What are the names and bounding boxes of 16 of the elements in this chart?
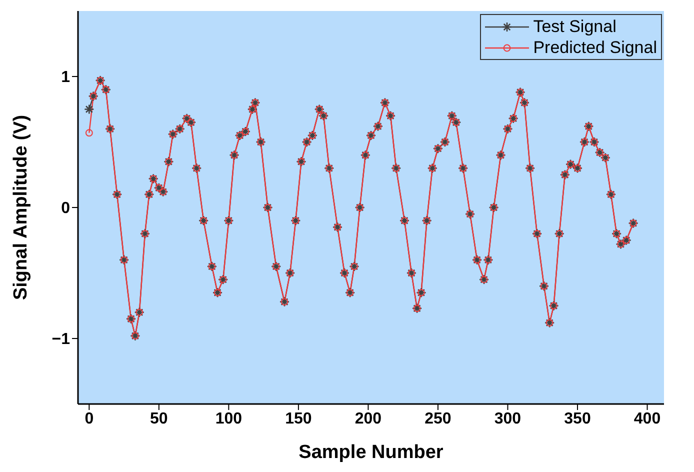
x-tick-label: 0 <box>84 410 94 428</box>
x-tick-label: 400 <box>634 410 661 428</box>
x-tick-label: 250 <box>424 410 452 428</box>
x-tick-label: 350 <box>564 410 591 428</box>
x-axis-title: Sample Number <box>298 442 444 463</box>
x-tick-label: 300 <box>494 410 522 428</box>
x-tick-label: 150 <box>285 410 312 428</box>
x-tick-label: 200 <box>354 410 382 428</box>
x-tick-label: 50 <box>150 410 168 428</box>
legend-label: Test Signal <box>533 16 616 37</box>
x-tick-label: 100 <box>215 410 242 428</box>
y-tick-label: 1 <box>61 69 70 86</box>
y-tick-label: −1 <box>52 331 70 348</box>
y-tick-label: 0 <box>61 200 70 218</box>
legend-label: Predicted Signal <box>533 37 657 58</box>
y-axis-title: Signal Amplitude (V) <box>10 114 32 300</box>
